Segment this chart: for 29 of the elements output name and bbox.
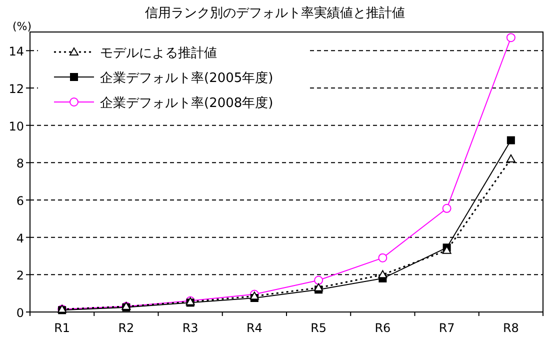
y-tick-label: 2 (16, 268, 24, 283)
legend-label: モデルによる推計値 (100, 46, 217, 61)
x-tick-label: R3 (182, 321, 198, 335)
y-tick-label: 8 (16, 156, 24, 171)
chart-title: 信用ランク別のデフォルト率実績値と推計値 (145, 5, 405, 21)
point (442, 204, 452, 213)
point (378, 270, 388, 278)
x-tick-label: R1 (54, 321, 70, 335)
x-tick-label: R4 (246, 321, 262, 335)
y-tick-label: 14 (8, 44, 24, 59)
point (506, 154, 516, 162)
y-tick-label: 12 (8, 82, 24, 96)
legend-label: 企業デフォルト率(2008年度) (100, 95, 274, 111)
point (378, 253, 388, 262)
legend-label: 企業デフォルト率(2005年度) (100, 70, 274, 86)
x-tick-label: R6 (374, 321, 391, 335)
x-tick-label: R8 (502, 321, 519, 335)
x-tick-label: R2 (118, 321, 134, 335)
point (314, 276, 324, 285)
x-tick-label: R5 (310, 321, 327, 335)
y-tick-label: 6 (16, 194, 24, 208)
y-axis-title: (%) (12, 20, 32, 33)
y-tick-label: 0 (16, 306, 24, 320)
y-tick-label: 4 (16, 231, 24, 246)
y-tick-label: 10 (8, 119, 24, 134)
point (314, 283, 324, 292)
point (506, 136, 515, 144)
point (506, 33, 516, 42)
x-tick-label: R7 (438, 321, 455, 335)
